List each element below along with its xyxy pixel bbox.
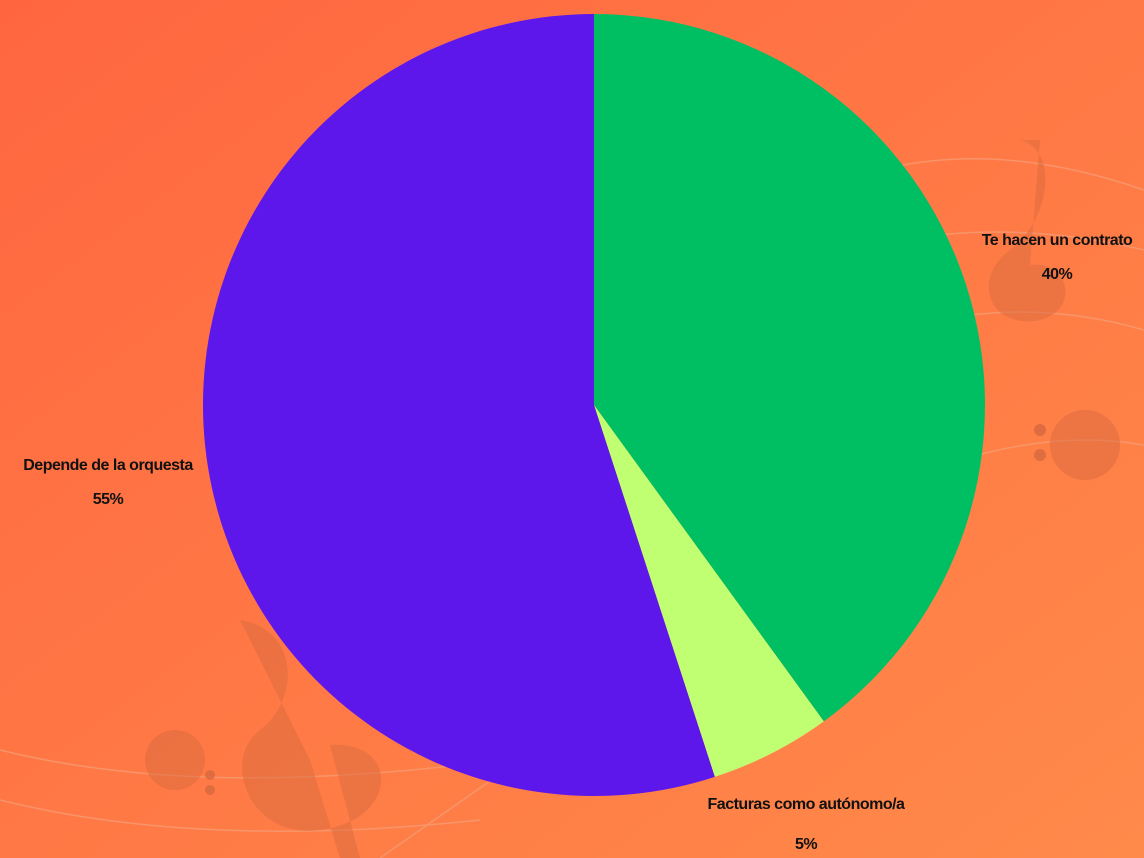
slice-label: Depende de la orquesta: [23, 457, 193, 474]
pie-slice: [203, 14, 715, 796]
labels: Te hacen un contrato 40% Facturas como aut…: [23, 232, 1133, 853]
decoration-notes: [145, 140, 1120, 858]
pie-slice: [594, 405, 824, 777]
slice-label: Te hacen un contrato: [982, 232, 1133, 249]
pie: [203, 14, 985, 796]
value-label: 40%: [1042, 266, 1073, 283]
value-label: 5%: [795, 836, 817, 853]
slice-label: Facturas como autónomo/a: [708, 796, 906, 813]
pie-slice: [594, 14, 985, 722]
value-label: 55%: [93, 491, 124, 508]
